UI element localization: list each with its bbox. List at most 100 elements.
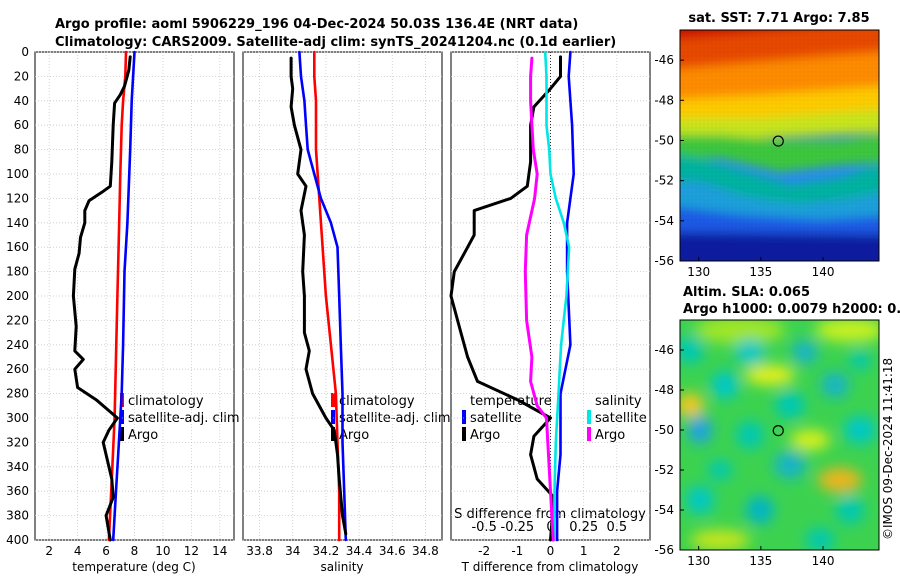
differences-xtick-label: -1 bbox=[511, 544, 523, 558]
salinity-legend: climatology satellite-adj. clim Argo bbox=[331, 393, 451, 443]
argo-location-marker bbox=[772, 425, 784, 437]
series-climatology bbox=[107, 50, 128, 542]
sst-map-ytick-label: -56 bbox=[654, 254, 674, 268]
sst-map-ytick-label: -54 bbox=[654, 214, 674, 228]
temperature-ytick-label: 200 bbox=[6, 289, 29, 303]
differences-xtick-label: -2 bbox=[478, 544, 490, 558]
differences-xtick2-label: -0.25 bbox=[501, 520, 535, 535]
sst-map-ytick-label: -46 bbox=[654, 53, 674, 67]
temperature-ytick-label: 240 bbox=[6, 338, 29, 352]
sla-map-title-2: Argo h1000: 0.0079 h2000: 0.003 bbox=[683, 302, 900, 317]
legend-label-argo: Argo bbox=[128, 428, 158, 443]
legend-swatch-satellite bbox=[120, 410, 124, 424]
temperature-xtick-label: 8 bbox=[131, 544, 139, 558]
differences-xtick-label: 2 bbox=[613, 544, 621, 558]
differences-xtick-label: 1 bbox=[580, 544, 588, 558]
legend-title-temperature: temperature bbox=[470, 394, 552, 409]
sst-heatmap bbox=[680, 30, 879, 261]
t-difference-xlabel: T difference from climatology bbox=[461, 560, 639, 574]
sla-map-xtick-label: 130 bbox=[687, 554, 710, 568]
sla-heatmap bbox=[680, 320, 879, 550]
temperature-ytick-label: 20 bbox=[14, 69, 29, 83]
salinity-xtick-label: 34.4 bbox=[346, 544, 373, 558]
temperature-ytick-label: 40 bbox=[14, 94, 29, 108]
differences-xtick-label: 0 bbox=[547, 544, 555, 558]
difference-legend: temperature satellite Argo salinity sate… bbox=[462, 394, 647, 443]
imos-timestamp-watermark: ©IMOS 09-Dec-2024 11:41:18 bbox=[881, 358, 895, 540]
temperature-ytick-label: 280 bbox=[6, 387, 29, 401]
sst-map-xtick-label: 130 bbox=[687, 265, 710, 279]
temperature-xtick-label: 10 bbox=[155, 544, 170, 558]
legend-swatch-s-satellite bbox=[587, 410, 591, 424]
temperature-xlabel: temperature (deg C) bbox=[72, 560, 195, 574]
legend-swatch-t-argo bbox=[462, 427, 466, 441]
legend-label-s-argo: Argo bbox=[595, 428, 625, 443]
temperature-ytick-label: 220 bbox=[6, 313, 29, 327]
legend-label-satellite: satellite-adj. clim bbox=[128, 411, 240, 426]
argo-location-marker bbox=[772, 135, 784, 147]
differences-xtick2-label: 0.5 bbox=[606, 520, 627, 535]
temperature-legend: climatology satellite-adj. clim Argo bbox=[120, 393, 240, 443]
differences-xtick2-label: 0.25 bbox=[569, 520, 598, 535]
series-salinity-satellite bbox=[543, 50, 571, 542]
sst-map-xtick-label: 140 bbox=[812, 265, 835, 279]
temperature-ytick-label: 60 bbox=[14, 118, 29, 132]
sla-map-ytick-label: -46 bbox=[654, 343, 674, 357]
temperature-ytick-label: 180 bbox=[6, 265, 29, 279]
sla-map-xtick-label: 135 bbox=[749, 554, 772, 568]
series-argo bbox=[289, 56, 348, 536]
legend-swatch-s-argo bbox=[587, 427, 591, 441]
series-temperature-argo bbox=[449, 55, 562, 542]
sst-map-xtick-label: 135 bbox=[749, 265, 772, 279]
temperature-ytick-label: 120 bbox=[6, 191, 29, 205]
temperature-ytick-label: 380 bbox=[6, 509, 29, 523]
sst-map-panel: sat. SST: 7.71 Argo: 7.85 bbox=[679, 11, 880, 262]
legend-label-t-argo: Argo bbox=[470, 428, 500, 443]
sla-map-ytick-label: -52 bbox=[654, 463, 674, 477]
legend-label-climatology: climatology bbox=[128, 394, 204, 409]
sla-map-title-1: Altim. SLA: 0.065 bbox=[683, 285, 810, 300]
figure-title-line1: Argo profile: aoml 5906229_196 04-Dec-20… bbox=[55, 17, 578, 32]
temperature-ytick-label: 140 bbox=[6, 216, 29, 230]
legend-title-salinity: salinity bbox=[595, 394, 642, 409]
temperature-panel: temperature (deg C) climatology satellit… bbox=[34, 51, 240, 574]
differences-xtick2-label: -0.5 bbox=[471, 520, 496, 535]
temperature-ytick-label: 360 bbox=[6, 484, 29, 498]
legend-swatch-argo bbox=[120, 427, 124, 441]
temperature-ytick-label: 300 bbox=[6, 411, 29, 425]
legend-label-climatology: climatology bbox=[339, 394, 415, 409]
legend-swatch-climatology bbox=[331, 393, 335, 407]
temperature-ytick-label: 100 bbox=[6, 167, 29, 181]
sla-map-ytick-label: -56 bbox=[654, 543, 674, 557]
legend-label-s-satellite: satellite bbox=[595, 411, 647, 426]
temperature-xtick-label: 12 bbox=[184, 544, 199, 558]
series-argo bbox=[71, 55, 132, 542]
salinity-xtick-label: 34 bbox=[285, 544, 300, 558]
series-salinity-argo bbox=[523, 56, 555, 542]
temperature-ytick-label: 80 bbox=[14, 143, 29, 157]
difference-panel: T difference from climatology S differen… bbox=[450, 51, 651, 574]
legend-label-satellite: satellite-adj. clim bbox=[339, 411, 451, 426]
salinity-xtick-label: 34.8 bbox=[412, 544, 439, 558]
sst-map-title: sat. SST: 7.71 Argo: 7.85 bbox=[688, 11, 869, 26]
sla-map-xtick-label: 140 bbox=[812, 554, 835, 568]
temperature-ytick-label: 320 bbox=[6, 435, 29, 449]
legend-label-argo: Argo bbox=[339, 428, 369, 443]
temperature-xtick-label: 6 bbox=[102, 544, 110, 558]
sla-map-panel: Altim. SLA: 0.065 Argo h1000: 0.0079 h20… bbox=[679, 285, 900, 551]
series-satellite-adj-clim bbox=[298, 50, 348, 542]
salinity-xlabel: salinity bbox=[320, 560, 363, 574]
series-satellite-adj-clim bbox=[111, 50, 136, 542]
salinity-xtick-label: 33.8 bbox=[246, 544, 273, 558]
sla-map-ytick-label: -48 bbox=[654, 383, 674, 397]
legend-swatch-satellite bbox=[331, 410, 335, 424]
temperature-ytick-label: 400 bbox=[6, 533, 29, 547]
legend-label-t-satellite: satellite bbox=[470, 411, 522, 426]
figure-title-line2: Climatology: CARS2009. Satellite-adj cli… bbox=[55, 35, 616, 50]
temperature-ytick-label: 160 bbox=[6, 240, 29, 254]
salinity-xtick-label: 34.6 bbox=[379, 544, 406, 558]
sst-map-axes bbox=[679, 29, 880, 262]
sst-map-ytick-label: -48 bbox=[654, 93, 674, 107]
series-temperature-satellite bbox=[555, 50, 575, 542]
